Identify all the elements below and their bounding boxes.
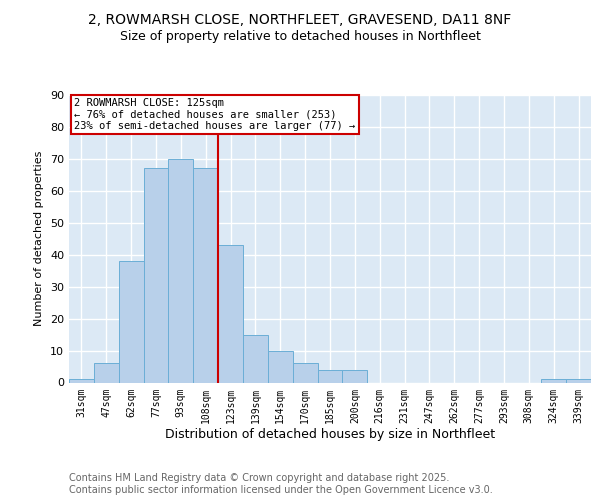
- Bar: [193, 168, 218, 382]
- Y-axis label: Number of detached properties: Number of detached properties: [34, 151, 44, 326]
- Text: Size of property relative to detached houses in Northfleet: Size of property relative to detached ho…: [119, 30, 481, 43]
- Bar: [293, 364, 317, 382]
- X-axis label: Distribution of detached houses by size in Northfleet: Distribution of detached houses by size …: [165, 428, 495, 441]
- Bar: [94, 364, 119, 382]
- Text: 2 ROWMARSH CLOSE: 125sqm
← 76% of detached houses are smaller (253)
23% of semi-: 2 ROWMARSH CLOSE: 125sqm ← 76% of detach…: [74, 98, 355, 131]
- Text: Contains HM Land Registry data © Crown copyright and database right 2025.
Contai: Contains HM Land Registry data © Crown c…: [69, 474, 493, 495]
- Bar: [343, 370, 367, 382]
- Text: 2, ROWMARSH CLOSE, NORTHFLEET, GRAVESEND, DA11 8NF: 2, ROWMARSH CLOSE, NORTHFLEET, GRAVESEND…: [88, 12, 512, 26]
- Bar: [317, 370, 343, 382]
- Bar: [541, 380, 566, 382]
- Bar: [243, 334, 268, 382]
- Bar: [169, 159, 193, 382]
- Bar: [218, 245, 243, 382]
- Bar: [69, 380, 94, 382]
- Bar: [143, 168, 169, 382]
- Bar: [566, 380, 591, 382]
- Bar: [119, 261, 143, 382]
- Bar: [268, 350, 293, 382]
